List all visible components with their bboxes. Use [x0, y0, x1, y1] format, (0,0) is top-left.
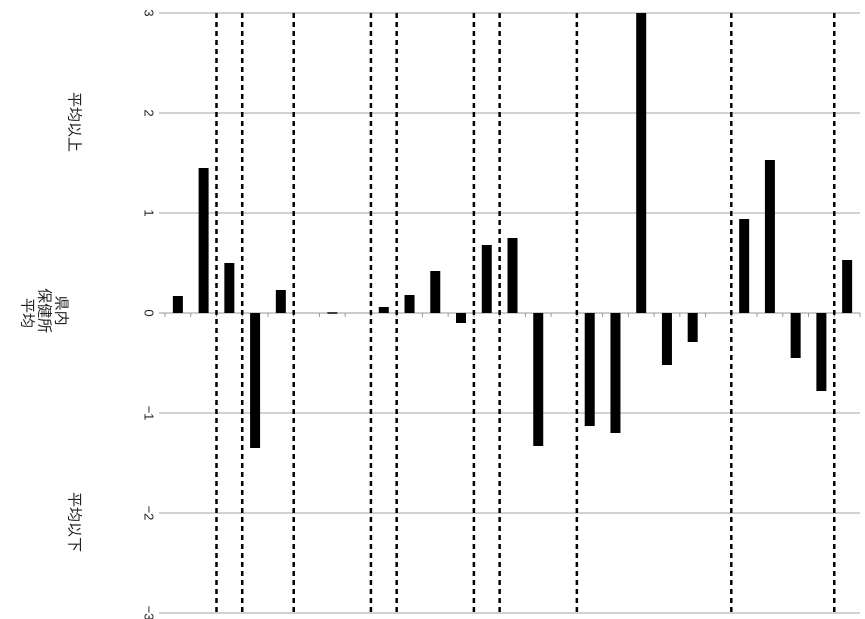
label-below-average: 平均以下: [66, 492, 84, 552]
y-tick-label: 2: [142, 109, 157, 116]
bar-11: [456, 313, 467, 323]
label-above-average: 平均以上: [66, 92, 84, 152]
tick-marks: [164, 313, 861, 317]
tick-labels: 3 2 1 0 −1 −2 −3: [142, 9, 157, 619]
bar-0: [172, 296, 183, 313]
bar-9: [404, 295, 415, 313]
bar-17: [610, 313, 621, 433]
bar-12: [481, 245, 492, 313]
bar-26: [842, 260, 853, 313]
y-tick-label: −2: [142, 506, 157, 521]
bar-10: [430, 271, 441, 313]
bar-3: [250, 313, 261, 448]
bar-18: [636, 13, 647, 313]
y-tick-label: 1: [142, 209, 157, 216]
bar-2: [224, 263, 235, 313]
bar-20: [687, 313, 698, 342]
bar-19: [661, 313, 672, 365]
bar-1: [198, 168, 209, 313]
y-tick-label: −3: [142, 606, 157, 619]
bar-8: [378, 307, 389, 313]
bar-23: [764, 160, 775, 313]
label-prefecture-average-line-3: 平均: [19, 298, 37, 328]
bar-6: [327, 312, 338, 314]
bar-16: [584, 313, 595, 426]
y-tick-label: 0: [142, 309, 157, 316]
bar-13: [507, 238, 518, 313]
y-tick-label: −1: [142, 406, 157, 421]
bars: [172, 13, 853, 448]
label-prefecture-average-line-1: 県内: [53, 296, 71, 326]
bar-4: [275, 290, 286, 313]
bar-25: [816, 313, 827, 391]
label-prefecture-average-line-2: 保健所: [36, 288, 54, 333]
y-tick-label: 3: [142, 9, 157, 16]
bar-14: [533, 313, 544, 446]
bar-22: [739, 219, 750, 313]
group-separators: [215, 13, 836, 613]
label-prefecture-average: 県内 保健所 平均: [19, 288, 76, 338]
bar-24: [790, 313, 801, 358]
